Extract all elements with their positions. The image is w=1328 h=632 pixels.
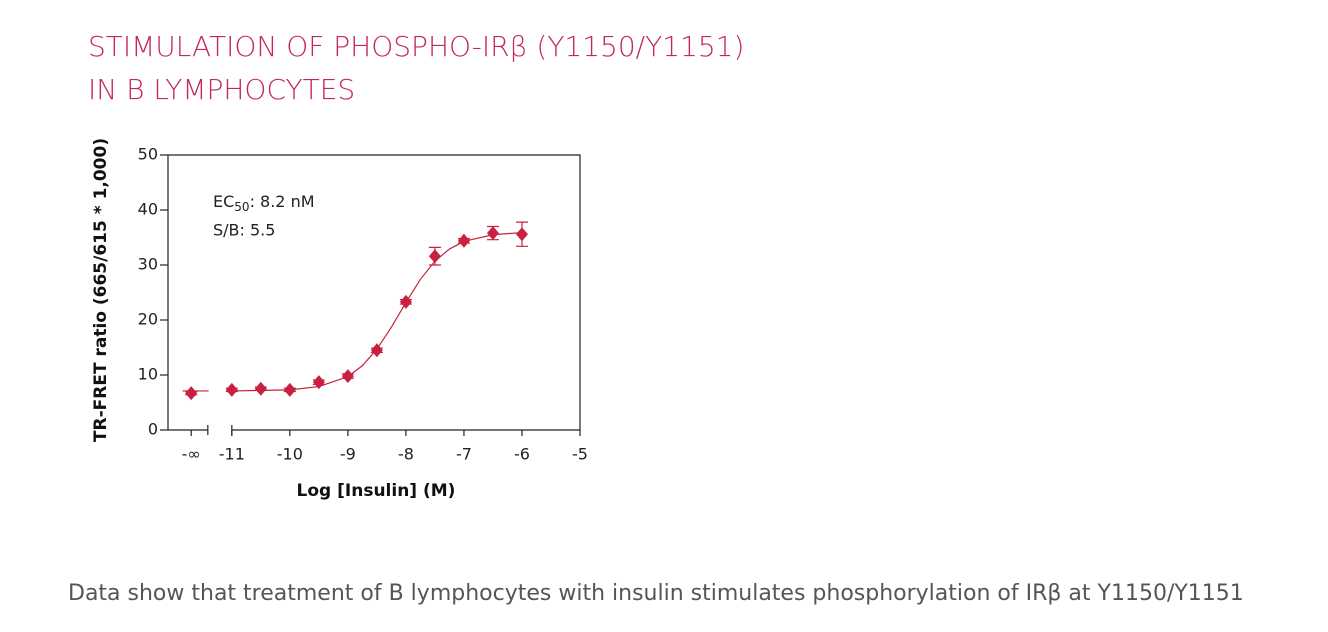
- data-point: [457, 233, 470, 248]
- data-point: [515, 227, 528, 242]
- x-tick-label: -7: [456, 445, 472, 464]
- x-axis: [168, 425, 580, 435]
- y-tick-label: 50: [138, 145, 158, 164]
- x-tick-label: -∞: [182, 445, 201, 464]
- y-tick-label: 20: [138, 310, 158, 329]
- x-tick-label: -6: [514, 445, 530, 464]
- data-point: [341, 369, 354, 384]
- x-tick-label: -11: [219, 445, 245, 464]
- title-line: STIMULATION OF PHOSPHO-IRβ (Y1150/Y1151): [88, 30, 744, 63]
- x-tick-label: -8: [398, 445, 414, 464]
- y-axis-label: TR-FRET ratio (665/615 * 1,000): [91, 138, 111, 442]
- x-tick-label: -5: [572, 445, 588, 464]
- y-tick-label: 0: [148, 420, 158, 439]
- caption: Data show that treatment of B lymphocyte…: [68, 581, 1244, 606]
- x-tick-label: -10: [277, 445, 303, 464]
- x-tick-label: -9: [340, 445, 356, 464]
- data-point: [283, 382, 296, 397]
- y-tick-label: 10: [138, 365, 158, 384]
- data-point: [225, 382, 238, 397]
- annotation: S/B: 5.5: [213, 221, 275, 240]
- fit-curve: [182, 231, 523, 392]
- data-point: [486, 226, 499, 241]
- data-point: [370, 343, 383, 358]
- data-point: [185, 386, 198, 401]
- y-tick-label: 40: [138, 200, 158, 219]
- x-axis-label: Log [Insulin] (M): [297, 481, 456, 501]
- data-point: [254, 381, 267, 396]
- data-point: [312, 375, 325, 390]
- y-tick-label: 30: [138, 255, 158, 274]
- title-line: IN B LYMPHOCYTES: [88, 73, 355, 106]
- data-point: [399, 294, 412, 309]
- data-point: [428, 249, 441, 264]
- plot-frame: [167, 154, 581, 430]
- annotation: EC50: 8.2 nM: [213, 192, 315, 214]
